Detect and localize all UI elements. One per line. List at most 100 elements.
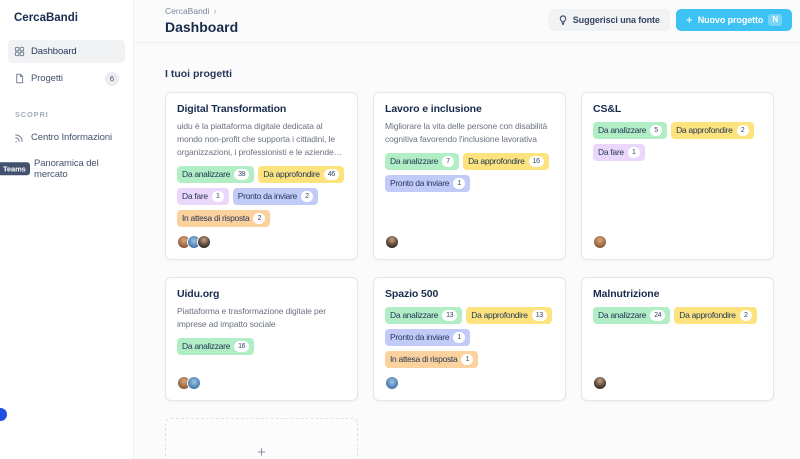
sidebar-item-centro-informazioni[interactable]: Centro Informazioni [8,126,125,149]
sidebar-item-dashboard[interactable]: Dashboard [8,40,125,63]
projects-grid: Digital Transformation uidu è la piattafo… [165,92,774,459]
status-tag-count: 13 [442,310,458,321]
status-tag-count: 24 [650,310,666,321]
status-tag-count: 2 [253,213,266,224]
rss-icon [14,132,25,143]
status-tag-label: Da analizzare [598,310,647,321]
project-card-title: Spazio 500 [385,288,439,300]
status-tag[interactable]: Da approfondire 13 [466,307,552,324]
project-card-tags: Da analizzare 13 Da approfondire 13 Pronto d… [385,307,554,368]
sidebar-item-label: Dashboard [31,46,77,57]
avatar [187,376,201,390]
status-tag[interactable]: In attesa di risposta 1 [385,351,479,368]
status-tag[interactable]: Da analizzare 39 [177,166,255,183]
status-tag-label: Da analizzare [390,310,439,321]
project-card-tags: Da analizzare 24 Da approfondire 2 [593,307,762,324]
project-card-avatars [177,227,346,249]
status-tag-label: Da analizzare [598,125,647,136]
status-tag[interactable]: Da approfondire 2 [671,122,754,139]
status-tag-label: Da approfondire [679,310,736,321]
status-tag[interactable]: Da analizzare 24 [593,307,671,324]
keyboard-shortcut-badge: N [768,14,782,26]
sidebar-item-progetti[interactable]: Progetti 6 [8,66,125,92]
sidebar-item-panoramica-del-mercato[interactable]: Teams Panoramica del mercato [0,152,125,186]
status-tag-label: Pronto da inviare [390,332,450,343]
project-card[interactable]: Malnutrizione Da analizzare 24 Da approfond… [581,277,774,401]
project-card-tags: Da analizzare 7 Da approfondire 16 Pronto da… [385,153,554,192]
status-tag[interactable]: Da analizzare 5 [593,122,668,139]
status-tag-label: Da fare [598,147,624,158]
project-card-description: Piattaforma e trasformazione digitale pe… [177,306,326,329]
project-card-avatars [385,368,554,390]
new-project-label: Nuovo progetto [697,15,764,25]
status-tag[interactable]: Da analizzare 16 [177,338,255,355]
status-tag-count: 1 [453,332,466,343]
project-card-title: Malnutrizione [593,288,660,300]
avatar [593,376,607,390]
plus-icon: + [685,12,693,27]
status-tag-count: 1 [211,191,224,202]
project-card-tags: Da analizzare 16 [177,338,346,355]
project-card[interactable]: CS&L Da analizzare 5 Da approfondire 2 Da far… [581,92,774,260]
sidebar-item-label: Progetti [31,73,63,85]
sidebar: CercaBandi Dashboard Progetti 6 SCOPRI Cen… [0,0,134,459]
project-card[interactable]: Lavoro e inclusione Migliorare la vita de… [373,92,566,260]
project-card[interactable]: Spazio 500 Da analizzare 13 Da approfondire… [373,277,566,401]
status-tag[interactable]: Pronto da inviare 1 [385,329,471,346]
chat-widget-dot[interactable] [0,408,7,421]
status-tag[interactable]: Da analizzare 7 [385,153,460,170]
status-tag-label: Da analizzare [390,156,439,167]
status-tag-label: Pronto da inviare [390,178,450,189]
breadcrumb-home[interactable]: CercaBandi [165,6,210,16]
status-tag-count: 46 [323,169,339,180]
status-tag-count: 16 [528,156,544,167]
status-tag[interactable]: In attesa di risposta 2 [177,210,271,227]
document-icon [14,73,25,84]
status-tag-count: 1 [461,354,474,365]
project-card-title: Lavoro e inclusione [385,103,482,115]
new-project-button[interactable]: + Nuovo progetto N [675,9,792,31]
header-divider [134,42,800,43]
project-card[interactable]: Digital Transformation uidu è la piattafo… [165,92,358,260]
plus-icon: + [257,444,266,459]
status-tag[interactable]: Da analizzare 13 [385,307,463,324]
status-tag-label: Da analizzare [182,341,231,352]
status-tag-count: 13 [531,310,547,321]
status-tag-count: 1 [453,178,466,189]
status-tag[interactable]: Da approfondire 2 [674,307,757,324]
status-tag-count: 1 [627,147,640,158]
project-card-description: uidu è la piattaforma digitale dedicata … [177,121,336,157]
app-logo: CercaBandi [14,12,78,24]
header-buttons: Suggerisci una fonte + Nuovo progetto N [547,9,792,31]
sidebar-item-label: Centro Informazioni [31,131,112,143]
project-card-avatars [385,227,554,249]
project-card-title: Uidu.org [177,288,220,300]
status-tag-count: 39 [234,169,250,180]
status-tag[interactable]: Pronto da inviare 2 [232,188,318,205]
teams-badge: Teams [0,161,30,176]
suggest-source-button[interactable]: Suggerisci una fonte [547,9,670,31]
status-tag[interactable]: Da approfondire 46 [258,166,344,183]
status-tag[interactable]: Da approfondire 16 [463,153,549,170]
count-badge: 6 [104,72,119,86]
status-tag[interactable]: Pronto da inviare 1 [385,175,471,192]
status-tag-label: In attesa di risposta [390,354,458,365]
avatar [593,235,607,249]
status-tag[interactable]: Da fare 1 [177,188,229,205]
project-card-tags: Da analizzare 5 Da approfondire 2 Da fare 1 [593,122,762,161]
add-project-card[interactable]: + Aggiungi progetto Trova gli abbinament… [165,418,358,459]
main-content: CercaBandi › Dashboard Suggerisci una fo… [134,0,800,459]
status-tag-label: Da approfondire [471,310,528,321]
status-tag-label: Da analizzare [182,169,231,180]
project-card-title: CS&L [593,103,622,115]
status-tag-label: Da fare [182,191,208,202]
project-card[interactable]: Uidu.org Piattaforma e trasformazione dig… [165,277,358,401]
status-tag-count: 7 [442,156,455,167]
status-tag-count: 2 [300,191,313,202]
status-tag-count: 5 [650,125,663,136]
suggest-source-label: Suggerisci una fonte [572,15,660,25]
sidebar-discover-nav: Centro Informazioni Teams Panoramica del m… [0,126,133,186]
status-tag[interactable]: Da fare 1 [593,144,645,161]
status-tag-label: Pronto da inviare [237,191,297,202]
project-card-title: Digital Transformation [177,103,287,115]
